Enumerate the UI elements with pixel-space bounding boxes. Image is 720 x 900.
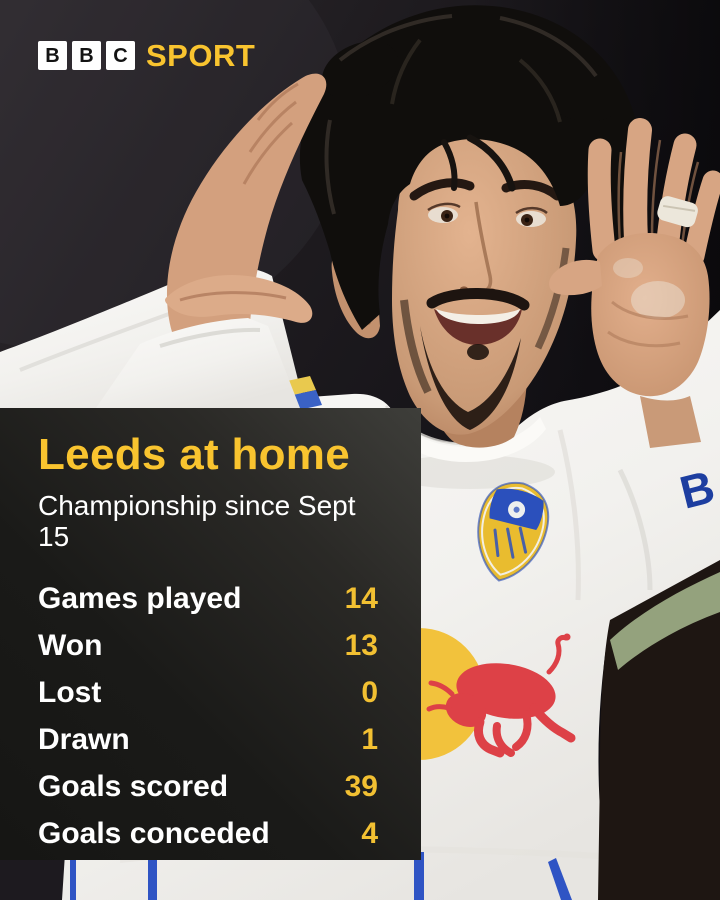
stat-value: 14 xyxy=(344,581,378,615)
bbc-wordmark: SPORT xyxy=(146,38,256,73)
bbc-blocks: B B C xyxy=(38,41,135,70)
panel-subtitle: Championship since Sept 15 xyxy=(38,489,356,552)
leeds-crest xyxy=(477,481,550,582)
stat-value: 0 xyxy=(361,675,378,709)
left-cuff xyxy=(96,318,300,408)
mustache xyxy=(426,288,530,311)
right-thumb xyxy=(549,259,602,296)
bbc-block: C xyxy=(106,41,135,70)
stat-label: Goals scored xyxy=(38,769,229,803)
right-wrist xyxy=(640,396,701,448)
left-hand xyxy=(96,73,327,408)
stat-row: Won 13 xyxy=(38,622,378,669)
stat-row: Goals conceded 4 xyxy=(38,810,378,857)
eyebrow-left xyxy=(409,178,475,201)
eyes xyxy=(427,202,548,227)
stat-label: Games played xyxy=(38,581,242,615)
stat-label: Drawn xyxy=(38,722,130,756)
stat-label: Lost xyxy=(38,675,102,709)
hair xyxy=(299,5,641,330)
background-right-gap xyxy=(598,560,720,900)
finger-tape xyxy=(657,196,698,228)
stats-panel: Leeds at home Championship since Sept 15… xyxy=(0,408,421,860)
stat-row: Goals scored 39 xyxy=(38,763,378,810)
teeth xyxy=(436,309,520,324)
stat-row: Lost 0 xyxy=(38,669,378,716)
beard xyxy=(420,326,521,430)
stat-value: 39 xyxy=(344,769,378,803)
mouth xyxy=(434,309,522,345)
bbc-block: B xyxy=(38,41,67,70)
shirt-bottom-stripes xyxy=(70,852,572,900)
stat-value: 1 xyxy=(361,722,378,756)
stats-rows: Games played 14 Won 13 Lost 0 Drawn 1 Go… xyxy=(38,575,378,857)
chalk-marks xyxy=(631,281,685,319)
panel-title: Leeds at home xyxy=(38,430,350,479)
stat-value: 13 xyxy=(344,628,378,662)
stat-label: Goals conceded xyxy=(38,816,270,850)
stat-row: Games played 14 xyxy=(38,575,378,622)
bull-silhouette xyxy=(426,633,576,758)
bbc-logo: B B C SPORT xyxy=(38,40,255,71)
right-hand xyxy=(549,118,720,448)
stat-row: Drawn 1 xyxy=(38,716,378,763)
stat-label: Won xyxy=(38,628,103,662)
stat-value: 4 xyxy=(361,816,378,850)
bbc-block: B xyxy=(72,41,101,70)
thumb xyxy=(165,274,313,323)
